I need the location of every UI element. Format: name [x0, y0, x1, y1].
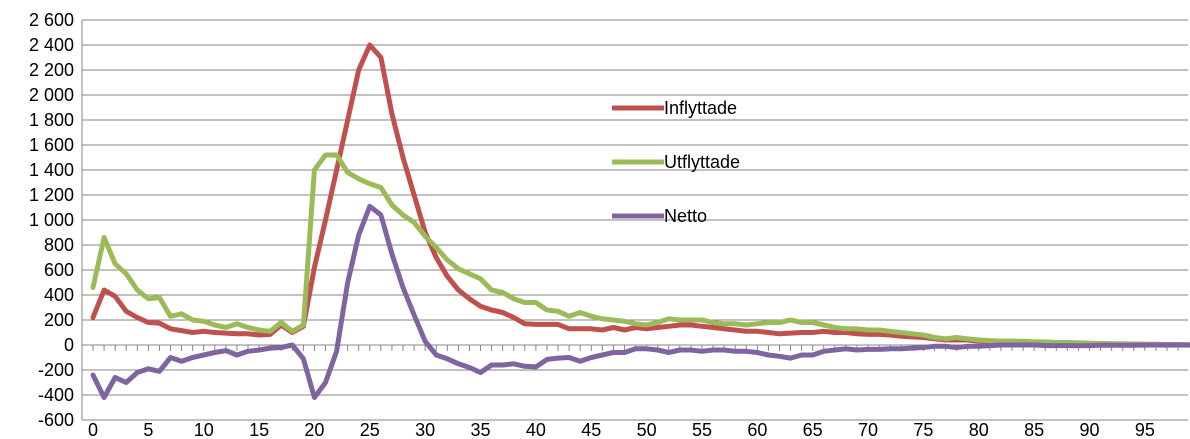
- y-tick-label: 2 400: [29, 35, 74, 55]
- y-tick-label: 800: [44, 235, 74, 255]
- x-tick-label: 30: [415, 420, 435, 439]
- y-tick-label: 2 000: [29, 85, 74, 105]
- legend-label: Netto: [664, 206, 707, 226]
- y-tick-label: 1 000: [29, 210, 74, 230]
- x-tick-label: 85: [1024, 420, 1044, 439]
- x-tick-label: 20: [304, 420, 324, 439]
- legend-label: Inflyttade: [664, 98, 737, 118]
- x-axis-tick-labels: 0 5 10 15 20 25 30 35 40 45 50 55 60 65 70 75 80 85 90 95: [88, 420, 1155, 439]
- legend: Inflyttade Utflyttade Netto: [612, 98, 740, 226]
- y-tick-label: -400: [38, 385, 74, 405]
- x-tick-label: 60: [747, 420, 767, 439]
- x-tick-label: 15: [249, 420, 269, 439]
- legend-label: Utflyttade: [664, 152, 740, 172]
- y-axis-tick-labels: -600 -400 -200 0 200 400 600 800 1 000 1 200 1 400…: [29, 10, 74, 430]
- y-tick-label: 1 600: [29, 135, 74, 155]
- y-tick-label: 1 200: [29, 185, 74, 205]
- x-tick-label: 45: [581, 420, 601, 439]
- x-tick-label: 40: [526, 420, 546, 439]
- y-tick-label: -200: [38, 360, 74, 380]
- x-tick-label: 90: [1079, 420, 1099, 439]
- x-tick-label: 65: [803, 420, 823, 439]
- y-tick-label: 0: [64, 335, 74, 355]
- y-tick-label: 2 200: [29, 60, 74, 80]
- gridlines: [82, 19, 1188, 421]
- y-tick-label: 1 400: [29, 160, 74, 180]
- x-tick-label: 75: [913, 420, 933, 439]
- x-tick-label: 55: [692, 420, 712, 439]
- y-tick-label: 400: [44, 285, 74, 305]
- y-tick-label: 200: [44, 310, 74, 330]
- series-line-netto: [90, 203, 1190, 400]
- x-tick-label: 50: [637, 420, 657, 439]
- series-line-utflyttade: [90, 152, 1190, 348]
- x-tick-label: 10: [194, 420, 214, 439]
- series-lines: [90, 42, 1190, 400]
- x-tick-label: 95: [1135, 420, 1155, 439]
- y-tick-label: -600: [38, 410, 74, 430]
- x-tick-label: 5: [143, 420, 153, 439]
- x-tick-label: 80: [969, 420, 989, 439]
- x-tick-label: 25: [360, 420, 380, 439]
- x-tick-label: 35: [471, 420, 491, 439]
- y-tick-label: 600: [44, 260, 74, 280]
- x-tick-label: 0: [88, 420, 98, 439]
- y-tick-label: 1 800: [29, 110, 74, 130]
- x-tick-label: 70: [858, 420, 878, 439]
- y-tick-label: 2 600: [29, 10, 74, 30]
